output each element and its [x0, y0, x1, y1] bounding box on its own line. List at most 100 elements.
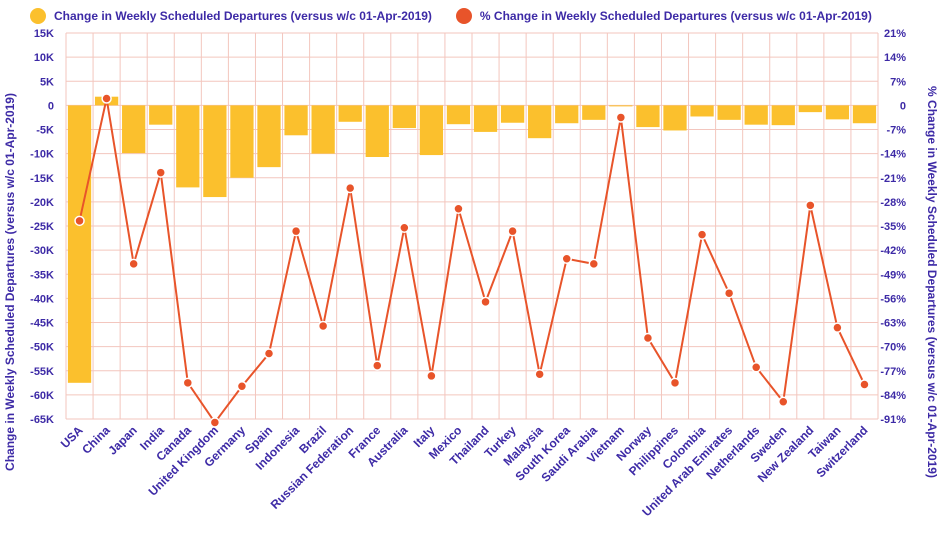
bar-taiwan[interactable] — [825, 105, 850, 120]
right-axis-title: % Change in Weekly Scheduled Departures … — [925, 86, 938, 478]
right-tick-label: -21% — [880, 173, 906, 185]
bar-sweden[interactable] — [771, 105, 795, 126]
right-tick-label: 21% — [884, 28, 906, 40]
bar-south-korea[interactable] — [555, 105, 579, 124]
right-tick-label: -77% — [880, 366, 906, 378]
right-tick-label: -7% — [886, 125, 906, 137]
left-tick-label: -50K — [30, 342, 54, 354]
right-axis-ticks: 21% 14% 7% 0 -7% -14% -21% -28% -35% -42% -49% -56%… — [880, 28, 906, 426]
point-japan[interactable] — [128, 258, 139, 270]
legend-line-swatch — [455, 8, 472, 24]
left-tick-label: -40K — [30, 293, 54, 305]
point-india[interactable] — [155, 167, 166, 178]
point-china[interactable] — [101, 93, 112, 104]
point-sweden[interactable] — [778, 396, 789, 408]
point-taiwan[interactable] — [832, 322, 843, 333]
bar-philippines[interactable] — [663, 105, 687, 131]
legend-item-bars[interactable]: Change in Weekly Scheduled Departures (v… — [30, 8, 432, 24]
point-norway[interactable] — [642, 332, 654, 344]
point-netherlands[interactable] — [750, 362, 762, 373]
bar-spain[interactable] — [257, 105, 281, 168]
bar-united-kingdom[interactable] — [203, 105, 227, 198]
point-spain[interactable] — [263, 348, 275, 359]
left-tick-label: 10K — [34, 52, 54, 64]
point-thailand[interactable] — [480, 296, 491, 308]
bar-australia[interactable] — [392, 105, 416, 129]
point-malaysia[interactable] — [534, 368, 545, 380]
point-new-zealand[interactable] — [805, 200, 816, 211]
bar-japan[interactable] — [122, 105, 146, 154]
bar-mexico[interactable] — [446, 105, 471, 125]
right-tick-label: -70% — [880, 342, 906, 354]
left-tick-label: -25K — [30, 221, 54, 233]
right-tick-label: -49% — [880, 269, 906, 281]
bar-brazil[interactable] — [311, 105, 335, 154]
left-tick-label: -5K — [36, 125, 54, 137]
right-tick-label: -84% — [880, 390, 906, 402]
point-brazil[interactable] — [317, 320, 329, 332]
legend-item-line[interactable]: % Change in Weekly Scheduled Departures … — [455, 8, 872, 24]
bar-germany[interactable] — [230, 105, 254, 178]
bar-malaysia[interactable] — [528, 105, 552, 139]
left-tick-label: -45K — [30, 318, 54, 330]
left-tick-label: -15K — [30, 173, 54, 185]
point-saudi-arabia[interactable] — [588, 258, 600, 270]
left-tick-label: -10K — [30, 149, 54, 161]
point-turkey[interactable] — [507, 225, 518, 237]
point-france[interactable] — [372, 360, 383, 371]
bar-india[interactable] — [149, 105, 173, 125]
legend-bar-swatch — [30, 8, 46, 24]
category-label: Japan — [105, 423, 139, 457]
bar-italy[interactable] — [419, 105, 444, 156]
point-russian-federation[interactable] — [344, 182, 356, 194]
point-germany[interactable] — [236, 381, 248, 392]
bar-turkey[interactable] — [500, 105, 525, 123]
right-tick-label: -35% — [880, 221, 906, 233]
point-usa[interactable] — [74, 215, 85, 227]
point-italy[interactable] — [426, 370, 437, 382]
bar-new-zealand[interactable] — [798, 105, 822, 113]
bar-vietnam[interactable] — [609, 105, 633, 107]
left-tick-label: -60K — [30, 390, 54, 402]
point-south-korea[interactable] — [561, 253, 572, 264]
left-tick-label: -55K — [30, 366, 54, 378]
bar-thailand[interactable] — [473, 105, 498, 132]
point-australia[interactable] — [399, 222, 410, 233]
right-tick-label: -63% — [880, 318, 906, 330]
legend-line-label: % Change in Weekly Scheduled Departures … — [479, 9, 872, 23]
bar-saudi-arabia[interactable] — [582, 105, 606, 120]
point-indonesia[interactable] — [290, 225, 302, 237]
bar-indonesia[interactable] — [284, 105, 308, 136]
left-tick-label: -65K — [30, 414, 54, 426]
bar-united-arab-emirates[interactable] — [717, 105, 741, 120]
point-united-kingdom[interactable] — [209, 417, 221, 428]
bar-switzerland[interactable] — [852, 105, 877, 124]
left-tick-label: 0 — [48, 100, 54, 112]
point-switzerland[interactable] — [859, 379, 870, 390]
left-tick-label: 15K — [34, 28, 54, 40]
point-philippines[interactable] — [669, 377, 681, 389]
point-united-arab-emirates[interactable] — [723, 287, 735, 299]
bar-usa[interactable] — [67, 105, 92, 383]
point-mexico[interactable] — [453, 203, 464, 215]
grid-lines — [65, 32, 879, 420]
right-tick-label: -14% — [880, 149, 906, 161]
bar-france[interactable] — [365, 105, 389, 158]
bar-norway[interactable] — [636, 105, 660, 128]
chart-legend: Change in Weekly Scheduled Departures (v… — [30, 6, 896, 26]
bar-canada[interactable] — [176, 105, 200, 188]
left-axis-title: Change in Weekly Scheduled Departures (v… — [3, 93, 17, 471]
pct-change-line — [78, 98, 866, 425]
right-tick-label: -91% — [880, 414, 906, 426]
point-vietnam[interactable] — [615, 112, 627, 123]
left-tick-label: -35K — [30, 269, 54, 281]
bar-russian-federation[interactable] — [338, 105, 362, 122]
bar-series — [67, 96, 877, 383]
right-tick-label: -56% — [880, 293, 906, 305]
bar-netherlands[interactable] — [744, 105, 768, 125]
point-canada[interactable] — [182, 377, 194, 389]
point-colombia[interactable] — [696, 229, 708, 240]
bar-colombia[interactable] — [690, 105, 714, 117]
